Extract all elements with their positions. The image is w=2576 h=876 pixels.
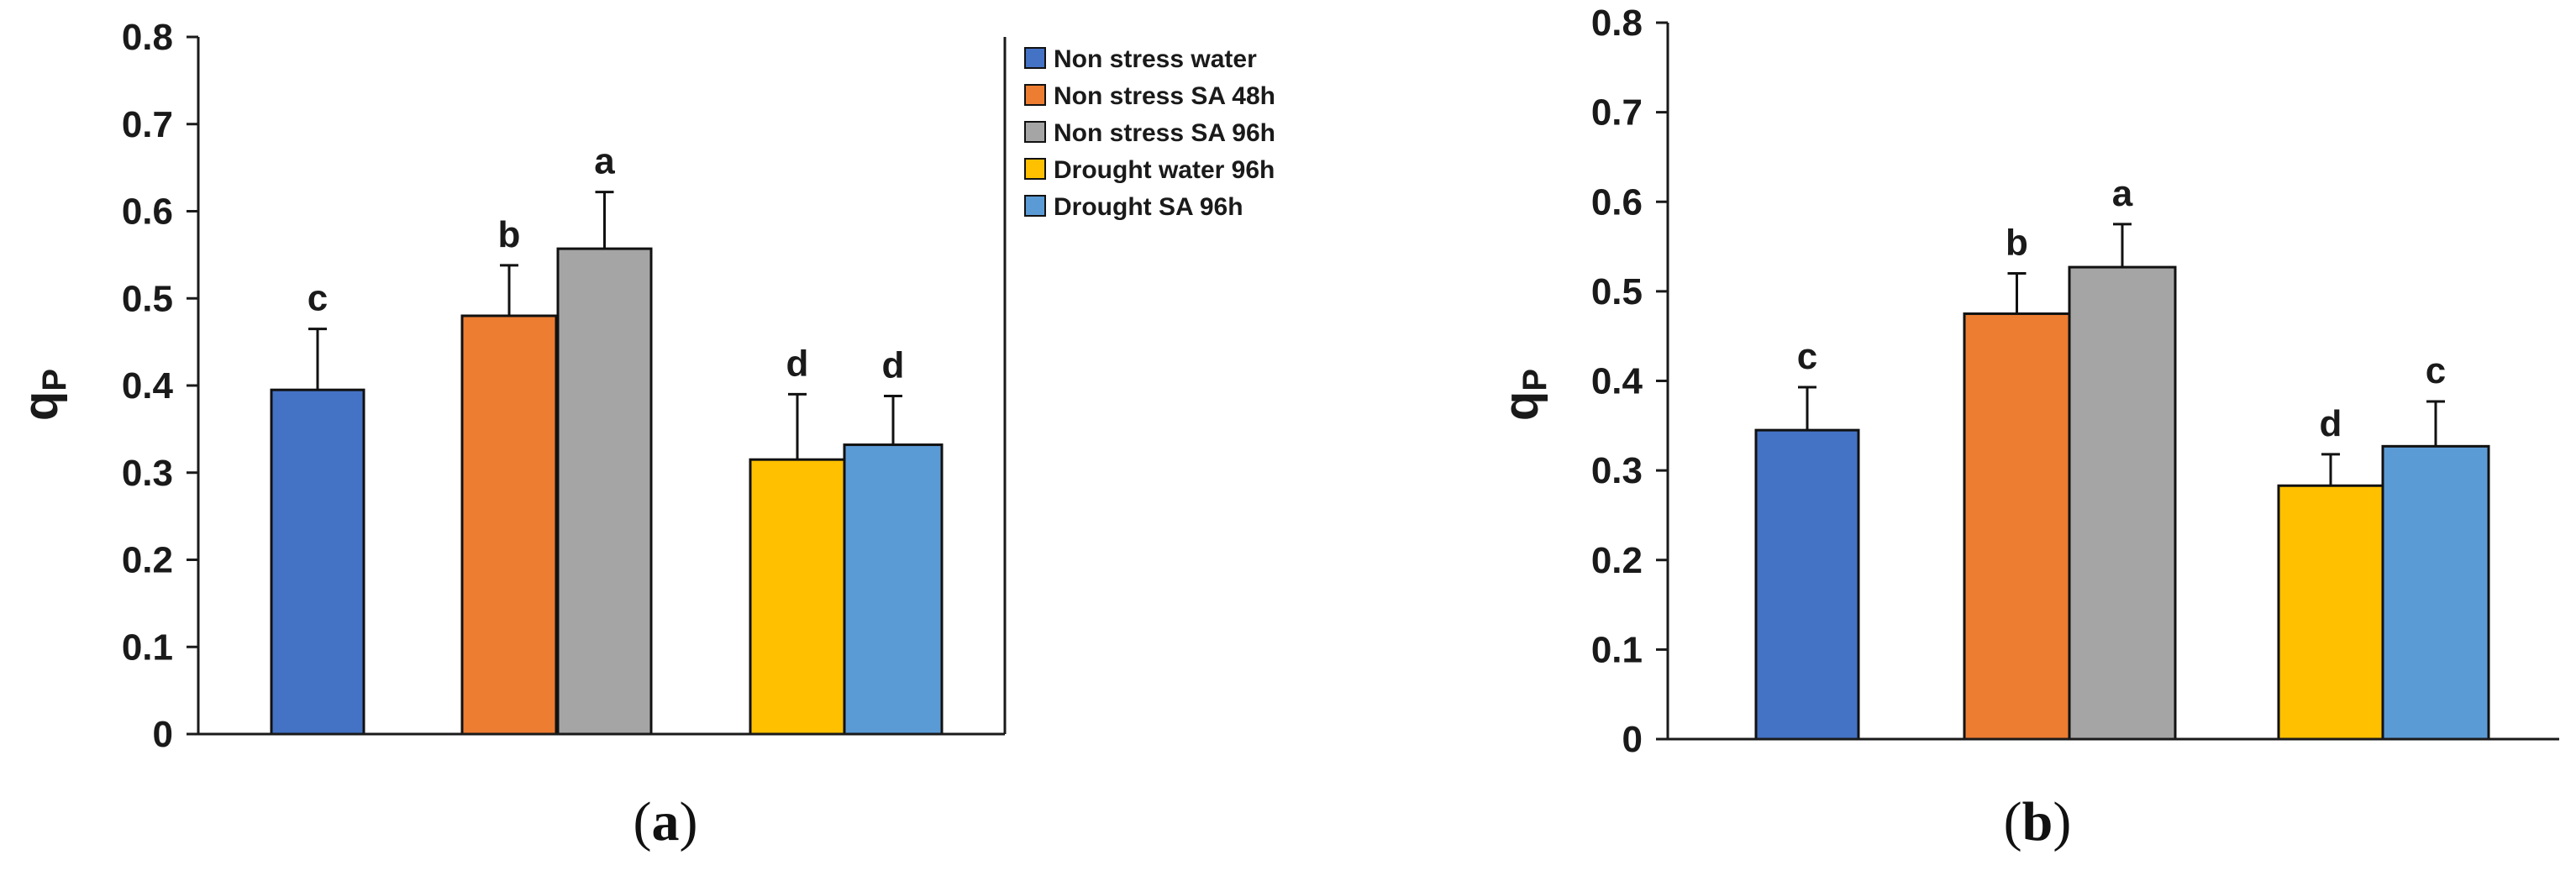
legend: Non stress water Non stress SA 48h Non str…	[1024, 45, 1275, 221]
panel-b-significance-letters: c b a d c	[1797, 173, 2446, 444]
bar-1	[1754, 428, 1860, 741]
panel-a-error-bars	[308, 191, 902, 460]
panel-b-caption: (b)	[2004, 791, 2072, 852]
significance-letter-2: b	[498, 214, 521, 255]
bar-4	[2277, 484, 2384, 741]
bar-3	[556, 247, 653, 736]
legend-label: Non stress water	[1054, 45, 1257, 73]
y-tick-label: 0	[1622, 719, 1643, 760]
bar-4	[749, 458, 846, 736]
significance-letter-4: d	[2320, 403, 2342, 444]
significance-letter-3: a	[2112, 173, 2133, 214]
y-tick-label: 0.5	[1591, 271, 1643, 312]
y-tick-label: 0.8	[1591, 3, 1643, 44]
panel-a-y-axis-label: qP	[13, 369, 73, 421]
y-tick-label: 0.1	[1591, 629, 1643, 670]
bar-5	[2381, 444, 2490, 741]
y-tick-label: 0.8	[122, 17, 173, 58]
legend-label: Non stress SA 96h	[1054, 119, 1275, 147]
panel-a: 0 0.1 0.2 0.3 0.4 0.5 0.6 0.7 0.8 c b a d d qP (a)	[13, 17, 1007, 852]
y-tick-label: 0.4	[122, 365, 174, 407]
panel-b-axes	[1666, 23, 2559, 741]
significance-letter-2: b	[2006, 223, 2028, 264]
y-tick-label: 0.3	[1591, 450, 1643, 491]
panel-b-y-axis-label: qP	[1494, 369, 1553, 421]
panel-a-significance-letters: c b a d d	[308, 141, 905, 386]
panel-b-y-ticks: 0 0.1 0.2 0.3 0.4 0.5 0.6 0.7 0.8	[1591, 3, 1668, 760]
bar-1	[270, 388, 365, 736]
legend-label: Drought SA 96h	[1054, 193, 1243, 221]
legend-label: Drought water 96h	[1054, 156, 1275, 184]
legend-swatch	[1024, 158, 1046, 180]
legend-swatch	[1024, 84, 1046, 106]
bar-2	[1963, 312, 2071, 741]
y-tick-label: 0.6	[122, 191, 173, 233]
significance-letter-5: c	[2426, 350, 2446, 391]
bar-5	[843, 443, 944, 736]
panel-a-axes	[197, 37, 1007, 736]
panel-b-error-bars	[1798, 223, 2445, 486]
panel-a-bars	[270, 247, 944, 736]
y-tick-label: 0.7	[122, 104, 173, 145]
significance-letter-1: c	[308, 278, 328, 319]
panel-b-bars	[1754, 265, 2490, 741]
significance-letter-5: d	[882, 344, 905, 386]
significance-letter-3: a	[594, 141, 615, 182]
panel-b: 0 0.1 0.2 0.3 0.4 0.5 0.6 0.7 0.8 c b a d c qP (b)	[1494, 3, 2559, 852]
y-tick-label: 0.5	[122, 278, 173, 319]
bar-3	[2068, 265, 2177, 741]
legend-swatch	[1024, 195, 1046, 217]
legend-swatch	[1024, 47, 1046, 69]
bar-2	[460, 314, 558, 736]
y-tick-label: 0.2	[122, 540, 173, 581]
y-tick-label: 0.7	[1591, 92, 1643, 134]
y-tick-label: 0.6	[1591, 181, 1643, 223]
legend-label: Non stress SA 48h	[1054, 82, 1275, 110]
legend-swatch	[1024, 121, 1046, 143]
y-tick-label: 0.4	[1591, 361, 1643, 402]
y-tick-label: 0.2	[1591, 540, 1643, 581]
panel-a-caption: (a)	[633, 791, 698, 852]
y-tick-label: 0.1	[122, 627, 173, 668]
y-tick-label: 0	[153, 714, 173, 755]
significance-letter-1: c	[1797, 336, 1817, 377]
significance-letter-4: d	[786, 343, 809, 384]
panel-a-y-ticks: 0 0.1 0.2 0.3 0.4 0.5 0.6 0.7 0.8	[122, 17, 198, 755]
y-tick-label: 0.3	[122, 453, 173, 494]
